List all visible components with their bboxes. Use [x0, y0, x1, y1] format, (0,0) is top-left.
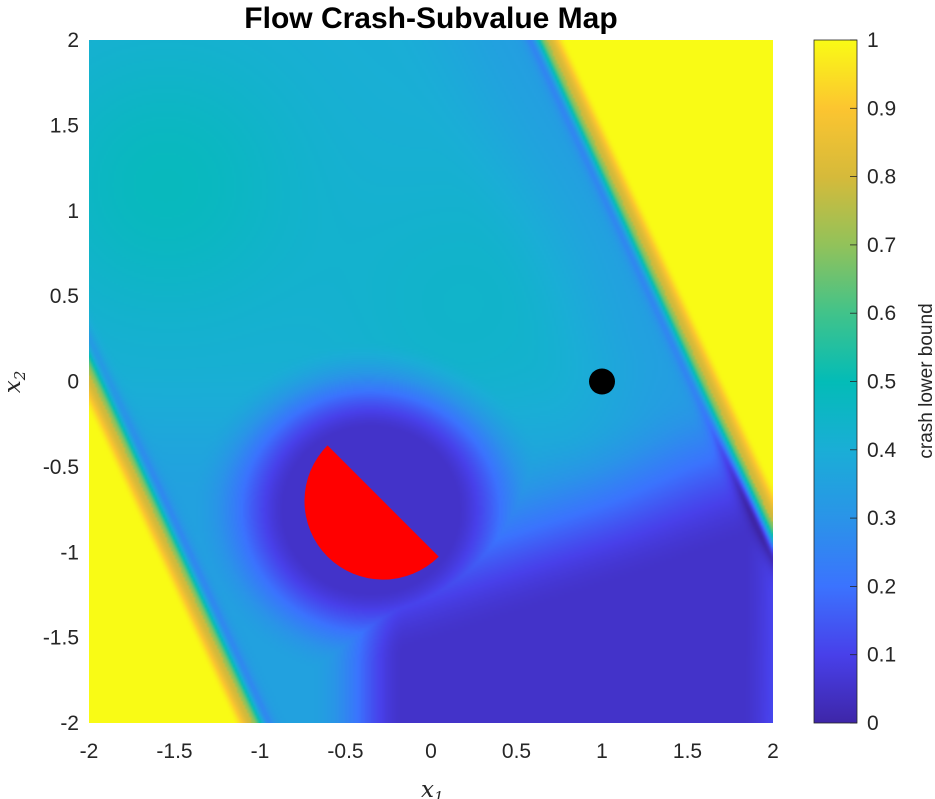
colorbar-tick-label: 0 — [867, 712, 879, 735]
obstacle-half-disk — [304, 445, 439, 580]
colorbar-tick-label: 0.6 — [867, 302, 896, 325]
colorbar-tick-label: 0.1 — [867, 644, 896, 667]
x-tick-label: 0 — [425, 740, 437, 763]
y-tick-label: 0 — [67, 371, 79, 394]
x-tick-label: 0.5 — [502, 740, 531, 763]
colorbar-tick-label: 0.5 — [867, 371, 896, 394]
colorbar-tick-label: 0.9 — [867, 97, 896, 120]
y-tick-label: 0.5 — [50, 285, 79, 308]
y-tick-labels: 2 1.5 1 0.5 0 -0.5 -1 -1.5 -2 — [43, 29, 79, 735]
annotations-layer — [304, 368, 615, 580]
y-tick-label: -0.5 — [43, 456, 79, 479]
y-tick-label: 1 — [67, 200, 79, 223]
colorbar-tick-label: 1 — [867, 29, 879, 52]
y-tick-label: -1.5 — [43, 627, 79, 650]
x-tick-label: 1 — [596, 740, 608, 763]
colorbar-tick-label: 0.4 — [867, 439, 897, 462]
x-tick-label: -0.5 — [327, 740, 363, 763]
colorbar-tick-labels: 1 0.9 0.8 0.7 0.6 0.5 0.4 0.3 0.2 0.1 0 — [850, 29, 897, 735]
colorbar-label: crash lower bound — [916, 303, 935, 458]
target-point — [589, 368, 615, 395]
y-tick-label: -2 — [60, 712, 79, 735]
x-axis-label: x1 — [421, 777, 444, 799]
x-tick-label: 1.5 — [673, 740, 702, 763]
colorbar — [813, 39, 858, 724]
y-tick-label: 1.5 — [50, 114, 79, 137]
x-tick-label: -1.5 — [156, 740, 192, 763]
heatmap-image — [89, 40, 773, 723]
x-tick-label: -1 — [251, 740, 270, 763]
x-tick-labels: -2 -1.5 -1 -0.5 0 0.5 1 1.5 2 — [80, 740, 779, 763]
y-tick-label: 2 — [67, 29, 79, 52]
chart-title: Flow Crash-Subvalue Map — [244, 2, 617, 35]
colorbar-tick-label: 0.2 — [867, 575, 896, 598]
x-tick-label: 2 — [767, 740, 779, 763]
colorbar-tick-label: 0.3 — [867, 507, 896, 530]
colorbar-tick-label: 0.7 — [867, 234, 896, 257]
colorbar-tick-label: 0.8 — [867, 166, 896, 189]
y-axis-label: x2 — [0, 371, 29, 394]
x-tick-label: -2 — [80, 740, 99, 763]
y-tick-label: -1 — [60, 541, 79, 564]
